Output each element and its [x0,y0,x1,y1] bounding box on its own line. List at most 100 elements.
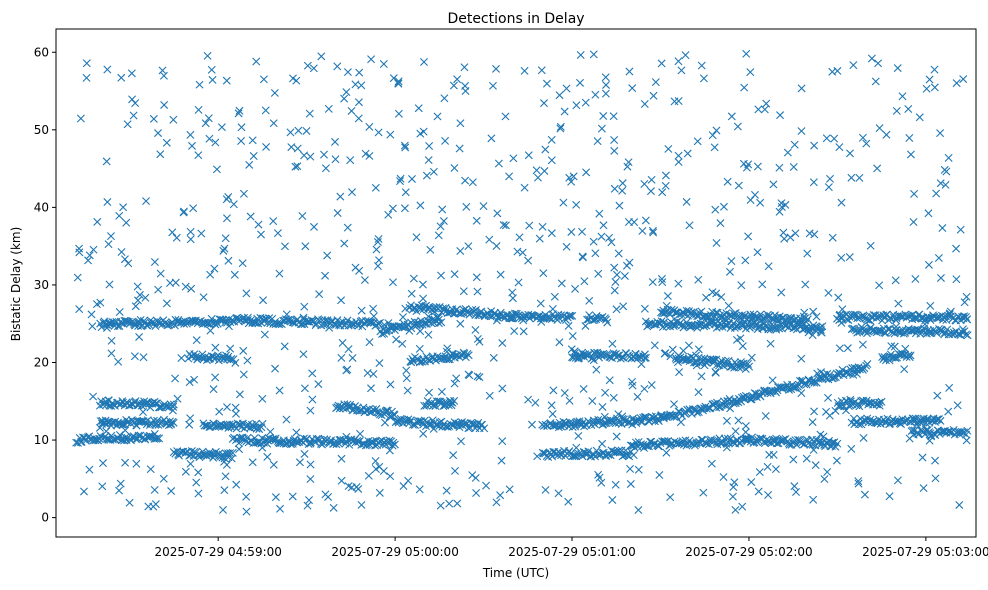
detection-point [693,137,702,146]
detection-point [134,431,143,440]
detection-point [250,434,259,443]
detection-point [300,151,309,160]
detection-point [445,355,454,364]
detection-point [428,354,437,363]
detection-point [402,374,411,383]
detection-point [738,342,747,351]
detection-point [827,441,836,450]
detection-point [452,374,461,383]
detection-point [731,427,740,436]
detection-point [766,339,775,348]
detection-point [747,478,756,487]
detection-point [231,358,240,367]
detection-point [818,322,827,331]
detection-point [347,106,356,115]
detection-point [340,239,349,248]
detection-point [777,199,786,208]
detection-point [882,130,891,139]
detection-point [768,376,777,385]
detection-point [809,307,818,316]
detection-point [761,321,770,330]
detection-point [697,372,706,381]
detection-point [153,434,162,443]
detection-point [847,444,856,453]
detection-point [82,73,91,82]
detection-point [595,209,604,218]
detection-point [625,452,634,461]
detection-point [374,128,383,137]
detection-point [629,352,638,361]
detection-point [674,279,683,288]
detection-point [565,311,574,320]
detection-point [222,76,231,85]
detection-point [462,202,471,211]
detection-point [468,178,477,187]
detection-point [425,388,434,397]
detection-point [108,418,117,427]
detection-point [581,321,590,330]
detection-point [437,271,446,280]
detection-point [746,68,755,77]
y-tick-label: 50 [34,123,49,137]
detection-point [342,366,351,375]
detection-point [769,180,778,189]
detection-point [591,249,600,258]
detection-point [519,316,528,325]
detection-point [742,49,751,58]
detection-point [384,210,393,219]
detection-point [670,400,679,409]
detection-point [924,209,933,218]
detection-point [754,487,763,496]
detection-point [608,495,617,504]
detection-point [800,308,809,317]
detection-point [220,486,229,495]
detection-point [259,296,268,305]
detection-point [79,487,88,496]
detection-point [859,397,868,406]
detection-point [534,173,542,182]
detection-point [547,401,556,410]
detection-point [324,104,333,113]
detection-point [618,412,627,421]
detection-point [569,172,578,181]
detection-point [271,364,280,373]
detection-point [447,401,456,410]
detection-point [156,150,165,159]
detection-point [588,353,597,362]
y-tick-label: 0 [41,511,49,525]
detection-point [562,242,571,251]
detection-point [257,230,265,239]
detection-point [189,204,198,213]
detection-point [305,496,314,505]
detection-point [963,331,972,340]
detection-point [539,269,548,278]
detection-point [355,68,364,77]
detection-point [303,501,312,510]
detection-point [366,318,375,327]
detection-point [310,222,319,231]
detection-point [763,437,772,446]
detection-point [263,452,272,461]
detection-point [333,62,342,71]
detection-point [863,360,872,369]
detection-point [398,313,407,322]
detection-point [280,342,289,351]
detection-point [340,94,349,103]
x-axis: 2025-07-29 04:59:00 2025-07-29 05:00:00 20… [154,537,988,559]
detection-point [344,482,353,491]
detection-point [786,314,795,323]
detection-point [622,261,631,270]
detection-point [623,162,632,171]
detection-point [443,344,452,353]
detection-point [169,402,178,411]
detection-point [761,412,770,420]
detection-point [936,129,945,138]
detection-point [217,123,226,132]
detection-point [453,75,462,84]
detection-point [185,420,194,429]
detection-point [931,474,940,483]
detection-point [342,88,351,97]
detection-point [298,212,307,220]
detection-point [837,198,846,207]
detection-point [386,380,395,389]
